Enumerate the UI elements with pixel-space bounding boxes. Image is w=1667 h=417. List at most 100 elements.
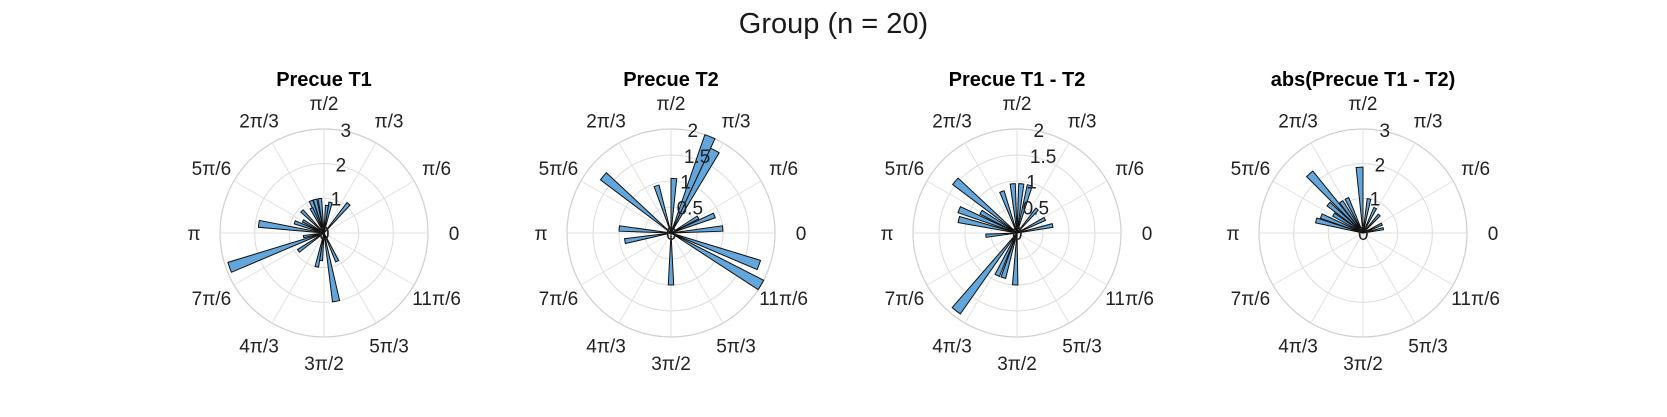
theta-tick-label: 11π/6	[1451, 289, 1500, 310]
histogram-bar	[670, 232, 765, 291]
theta-tick-label: 5π/6	[885, 159, 925, 180]
theta-tick-label: 11π/6	[759, 289, 808, 310]
theta-tick-label: π/2	[1003, 94, 1032, 115]
histogram-bar	[1362, 198, 1372, 234]
r-tick-label: 1.5	[1030, 147, 1056, 168]
grid-spoke	[618, 142, 672, 234]
theta-tick-label: π	[187, 224, 200, 245]
histogram-bar	[1332, 212, 1364, 234]
panel-title: abs(Precue T1 - T2)	[1271, 69, 1456, 91]
grid-spoke	[1016, 142, 1070, 234]
r-tick-label: 3	[1380, 121, 1391, 142]
theta-tick-label: 3π/2	[304, 354, 344, 375]
panel-title: Precue T1 - T2	[949, 69, 1086, 91]
figure-title: Group (n = 20)	[738, 8, 929, 40]
histogram-bar	[1326, 201, 1364, 234]
histogram-bar	[1344, 196, 1364, 234]
r-tick-label: 2	[688, 121, 699, 142]
grid-spoke	[1362, 232, 1454, 286]
theta-tick-label: 2π/3	[239, 111, 279, 132]
theta-tick-label: π/2	[657, 94, 686, 115]
r-tick-label: 1	[1370, 190, 1381, 211]
polar-panel-3: 0 π/6 π/3 π/2 2π/3 5π/6 π 7π/6 4π/3 3π/2 5π/3 11π/6…	[880, 69, 1153, 375]
grid-spoke	[1362, 232, 1416, 324]
theta-tick-label: 2π/3	[1278, 111, 1318, 132]
histogram-bar	[1319, 213, 1364, 234]
histogram-bar	[653, 184, 672, 234]
grid-spoke	[323, 232, 377, 324]
histogram-bar	[1011, 232, 1019, 286]
histogram-bar	[670, 225, 724, 234]
polar-panel-1: 0 π/6 π/3 π/2 2π/3 5π/6 π 7π/6 4π/3 3π/2 5π/3 11π/6…	[187, 69, 460, 375]
histogram-bar	[951, 232, 1018, 315]
r-tick-label: 2	[1375, 155, 1386, 176]
histogram-bar	[1009, 183, 1018, 234]
histogram-bar	[957, 215, 1018, 234]
theta-tick-label: 7π/6	[885, 289, 925, 310]
theta-tick-label: 4π/3	[586, 337, 626, 358]
theta-tick-label: 4π/3	[239, 337, 279, 358]
theta-tick-label: π/6	[1115, 159, 1144, 180]
theta-tick-label: 3π/2	[651, 354, 691, 375]
histogram-bar	[979, 209, 1018, 234]
histogram-bar	[670, 215, 700, 234]
theta-tick-label: 2π/3	[932, 111, 972, 132]
grid-spoke	[1272, 232, 1364, 286]
histogram-bar	[1016, 183, 1025, 234]
r-tick-label: 2	[336, 155, 347, 176]
grid-spoke	[1310, 232, 1364, 324]
theta-tick-label: π	[880, 224, 893, 245]
r-tick-label: 1.5	[684, 147, 710, 168]
theta-tick-label: 3π/2	[997, 354, 1037, 375]
theta-tick-label: π/6	[1461, 159, 1490, 180]
histogram-bar	[670, 232, 762, 271]
theta-tick-label: π/6	[422, 159, 451, 180]
histogram-bar	[323, 201, 333, 234]
histogram-bar	[301, 219, 325, 234]
histogram-bar	[1305, 170, 1364, 234]
r-tick-label: 0.5	[1023, 198, 1049, 219]
r-tick-label: 1	[680, 173, 691, 194]
r-tick-label: 2	[1034, 121, 1045, 142]
grid-spoke	[1362, 180, 1454, 234]
histogram-bar	[1000, 232, 1018, 280]
theta-tick-label: 5π/6	[1231, 159, 1271, 180]
grid-spoke	[580, 232, 672, 286]
grid-spoke	[323, 142, 377, 234]
histogram-bar	[309, 206, 325, 234]
theta-tick-label: 5π/3	[1062, 337, 1102, 358]
panel-title: Precue T2	[623, 69, 719, 91]
r-tick-label: 0	[319, 224, 330, 245]
theta-tick-label: π/2	[1349, 94, 1378, 115]
histogram-bar	[670, 134, 716, 234]
histogram-bar	[300, 209, 325, 234]
theta-tick-label: π/3	[722, 111, 751, 132]
theta-tick-label: π/3	[1414, 111, 1443, 132]
r-tick-label: 0	[666, 224, 677, 245]
histogram-bar	[670, 212, 716, 234]
theta-tick-label: 0	[796, 224, 807, 245]
histogram-bar	[623, 232, 672, 245]
r-tick-label: 0	[1358, 224, 1369, 245]
panel-title: Precue T1	[276, 69, 372, 91]
histogram-bar	[1016, 222, 1054, 234]
histogram-bar	[227, 232, 325, 273]
grid-spoke	[1310, 142, 1364, 234]
theta-tick-label: 0	[1142, 224, 1153, 245]
grid-spoke	[1016, 232, 1108, 286]
theta-tick-label: 5π/3	[369, 337, 409, 358]
grid-spoke	[964, 142, 1018, 234]
theta-tick-label: π/3	[1068, 111, 1097, 132]
theta-tick-label: 5π/3	[716, 337, 756, 358]
theta-tick-label: 4π/3	[932, 337, 972, 358]
histogram-bar	[599, 172, 672, 234]
theta-tick-label: 2π/3	[586, 111, 626, 132]
histogram-bar	[1355, 166, 1364, 234]
histogram-bar	[293, 220, 325, 234]
grid-spoke	[323, 232, 415, 286]
grid-spoke	[964, 232, 1018, 324]
theta-tick-label: π	[1226, 224, 1239, 245]
histogram-bar	[985, 232, 1018, 238]
r-tick-label: 1	[331, 190, 342, 211]
